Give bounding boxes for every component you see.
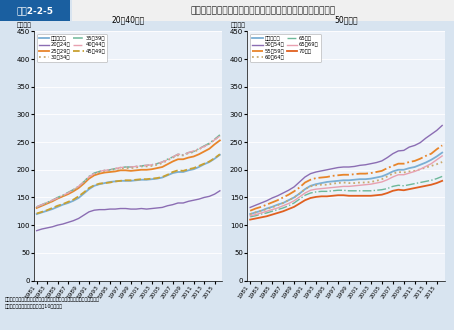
Text: 図表2-2-5: 図表2-2-5	[16, 6, 54, 15]
Text: （千円）: （千円）	[17, 22, 32, 28]
Legend: 年齢階級計, 20～24歳, 25～29歳, 30～34歳, 35～39歳, 40～44歳, 45～49歳: 年齢階級計, 20～24歳, 25～29歳, 30～34歳, 35～39歳, 4…	[37, 34, 107, 62]
Legend: 年齢階級計, 50～54歳, 55～59歳, 60～64歳, 65歳～, 65～69歳, 70歳～: 年齢階級計, 50～54歳, 55～59歳, 60～64歳, 65歳～, 65～…	[250, 34, 321, 62]
Text: 20～40歳代: 20～40歳代	[112, 15, 145, 24]
Text: （千円）: （千円）	[231, 22, 246, 28]
Text: 資料：厚生労働省政策統括官付賃金福祉統計室「賃金構造基本統計調査」
（注）　調査産業計、企業規模10人以上。: 資料：厚生労働省政策統括官付賃金福祉統計室「賃金構造基本統計調査」 （注） 調査…	[5, 297, 99, 309]
Text: 年齢階級別　一般労働者の所定内給与額の年次推移（女性）: 年齢階級別 一般労働者の所定内給与額の年次推移（女性）	[191, 6, 336, 15]
FancyBboxPatch shape	[72, 0, 454, 21]
Text: 50歳以上: 50歳以上	[334, 15, 358, 24]
FancyBboxPatch shape	[0, 0, 70, 21]
